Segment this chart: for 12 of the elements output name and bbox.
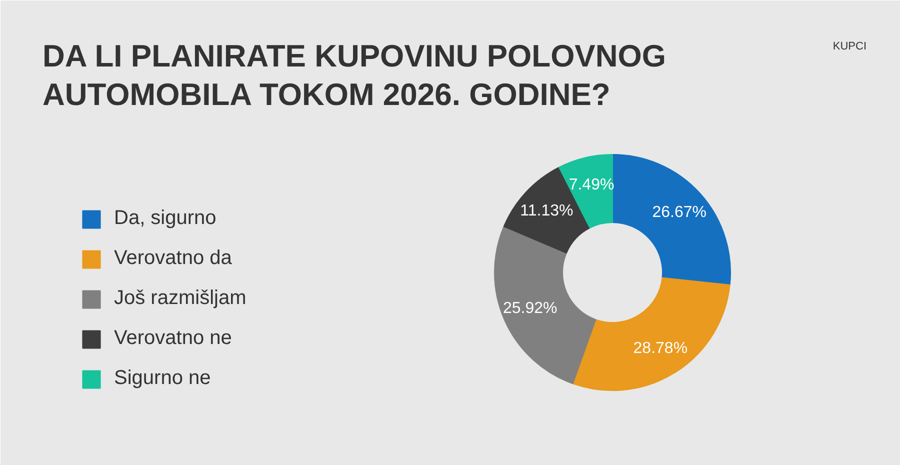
legend-label: Verovatno ne: [114, 327, 232, 350]
data-label: 26.67%: [652, 204, 707, 221]
legend-label: Još razmišljam: [114, 287, 246, 310]
chart-title: DA LI PLANIRATE KUPOVINU POLOVNOG AUTOMOBILA TOKOM 2026. GODINE?: [42, 38, 666, 112]
legend-label: Da, sigurno: [114, 207, 216, 230]
legend-label: Verovatno da: [114, 247, 232, 270]
data-label: 7.49%: [568, 176, 614, 194]
data-label: 11.13%: [520, 202, 574, 220]
data-label: 28.78%: [633, 340, 688, 358]
text: KUPCI: [832, 40, 867, 52]
legend-label: Sigurno ne: [114, 367, 211, 390]
data-label: 25.92%: [502, 300, 558, 318]
